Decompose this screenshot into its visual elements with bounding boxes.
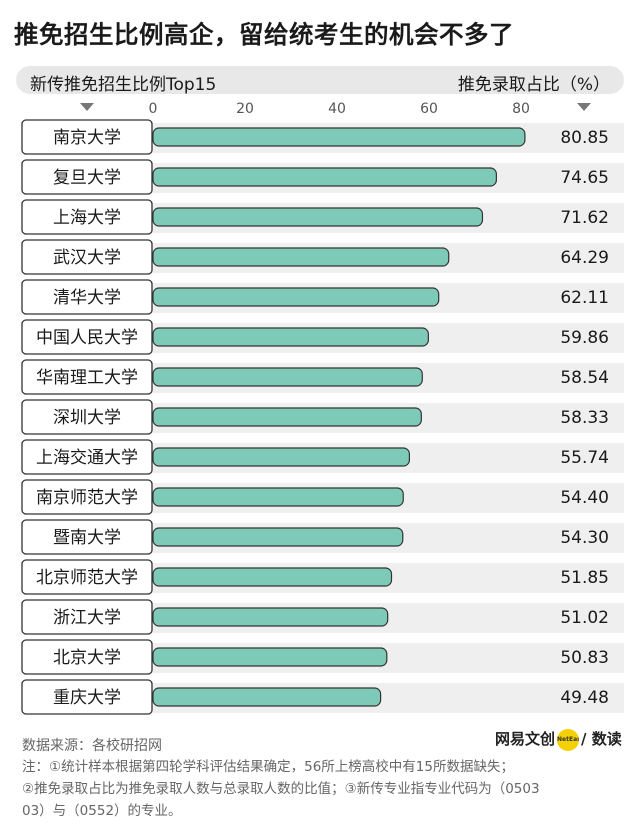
value-label: 55.74 — [560, 448, 609, 468]
bar — [152, 207, 484, 227]
value-label: 54.40 — [560, 488, 609, 508]
bar — [152, 567, 393, 587]
category-label: 重庆大学 — [53, 688, 121, 708]
value-label: 64.29 — [560, 248, 609, 268]
category-label: 华南理工大学 — [36, 368, 138, 388]
category-box — [21, 599, 153, 635]
brand-suffix: / 数读 — [581, 730, 622, 748]
category-label: 中国人民大学 — [36, 328, 138, 348]
brand-logo: 网易文创NetEase/ 数读 — [495, 728, 622, 754]
footnote-line: 注：①统计样本根据第四轮学科评估结果确定，56所上榜高校中有15所数据缺失； — [22, 759, 514, 775]
value-label: 58.54 — [560, 368, 609, 388]
value-label: 58.33 — [560, 408, 609, 428]
bar — [152, 367, 423, 387]
brand-dot-icon: NetEase — [557, 728, 580, 751]
x-tick-label: 20 — [236, 101, 254, 117]
category-label: 北京大学 — [53, 648, 121, 668]
value-label: 59.86 — [560, 328, 609, 348]
category-box — [21, 279, 153, 315]
subtitle-bar: 新传推免招生比例Top15 推免录取占比（%） — [16, 66, 624, 95]
x-tick-label: 0 — [149, 101, 158, 117]
label-column-arrow-icon — [80, 103, 94, 111]
category-box — [21, 319, 153, 355]
category-label: 武汉大学 — [53, 248, 121, 268]
category-label: 上海大学 — [53, 208, 121, 228]
category-box — [21, 359, 153, 395]
bar — [152, 447, 411, 467]
x-tick-label: 60 — [420, 101, 438, 117]
category-label: 复旦大学 — [53, 168, 121, 188]
value-label: 74.65 — [560, 168, 609, 188]
bar-chart: 0 20 40 60 80 南京大学 80.85 复旦大学 74.65 上海大学 71.62 武汉大学… — [21, 101, 624, 715]
bar — [152, 647, 388, 667]
x-tick-label: 80 — [512, 101, 530, 117]
category-box — [21, 559, 153, 595]
category-label: 上海交通大学 — [36, 448, 138, 468]
footnotes: 注：①统计样本根据第四轮学科评估结果确定，56所上榜高校中有15所数据缺失； ②… — [22, 756, 624, 822]
category-box — [21, 159, 153, 195]
value-label: 62.11 — [560, 288, 609, 308]
bar — [152, 167, 497, 187]
x-tick-label: 40 — [328, 101, 346, 117]
data-source: 数据来源：各校研招网 — [22, 738, 162, 754]
category-label: 暨南大学 — [53, 528, 121, 548]
value-label: 50.83 — [560, 648, 609, 668]
footnote-line: 03）与（0552）的专业。 — [22, 803, 182, 819]
bar — [152, 527, 404, 547]
value-column-arrow-icon — [577, 103, 591, 111]
bar — [152, 607, 389, 627]
category-label: 南京大学 — [53, 128, 121, 148]
category-label: 深圳大学 — [53, 408, 121, 428]
category-box — [21, 479, 153, 515]
value-label: 71.62 — [560, 208, 609, 228]
value-label: 54.30 — [560, 528, 609, 548]
category-box — [21, 639, 153, 675]
value-label: 51.02 — [560, 608, 609, 628]
value-column-header: 推免录取占比（%） — [457, 75, 610, 95]
category-box — [21, 399, 153, 435]
page-title: 推免招生比例高企，留给统考生的机会不多了 — [14, 20, 514, 49]
chart-subtitle: 新传推免招生比例Top15 — [30, 75, 217, 95]
value-label: 51.85 — [560, 568, 609, 588]
category-label: 南京师范大学 — [36, 488, 138, 508]
category-box — [21, 439, 153, 475]
bar — [152, 287, 440, 307]
category-box — [21, 199, 153, 235]
brand-name: 网易文创 — [495, 730, 556, 748]
bar — [152, 247, 450, 267]
value-label: 49.48 — [560, 688, 609, 708]
bar — [152, 407, 422, 427]
category-label: 浙江大学 — [53, 608, 121, 628]
category-box — [21, 519, 153, 555]
category-label: 清华大学 — [53, 288, 121, 308]
bar — [152, 687, 382, 707]
category-label: 北京师范大学 — [36, 568, 138, 588]
bar — [152, 127, 526, 147]
bar — [152, 327, 429, 347]
category-box — [21, 679, 153, 715]
category-box — [21, 119, 153, 155]
footnote-line: ②推免录取占比为推免录取人数与总录取人数的比值；③新传专业指专业代码为（0503 — [22, 781, 540, 797]
bar — [152, 487, 404, 507]
value-label: 80.85 — [560, 128, 609, 148]
category-box — [21, 239, 153, 275]
